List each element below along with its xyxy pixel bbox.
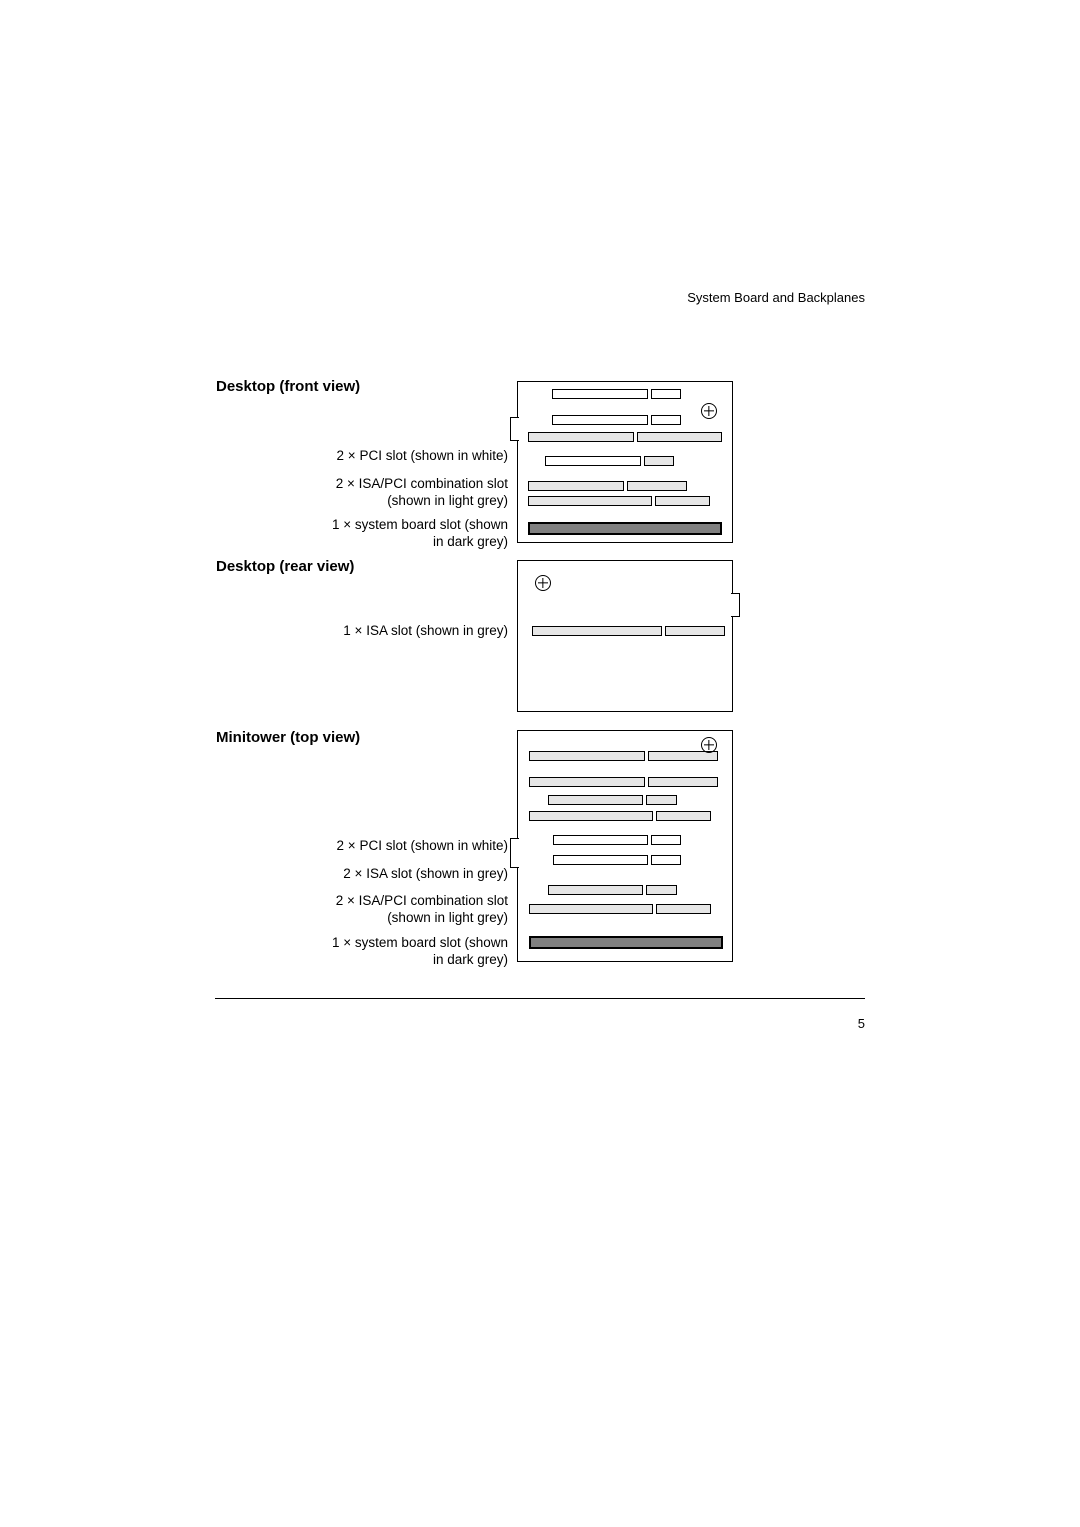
- slot-pci: [651, 389, 681, 399]
- label-minitower-pci: 2 × PCI slot (shown in white): [310, 838, 508, 855]
- screw-icon: [535, 575, 551, 591]
- slot-combo: [646, 885, 677, 895]
- footer-rule: [215, 998, 865, 999]
- slot-combo: [528, 432, 634, 442]
- diagram-notch: [731, 593, 740, 617]
- slot-isa: [529, 777, 645, 787]
- page-number: 5: [858, 1016, 865, 1031]
- slot-combo: [627, 481, 687, 491]
- label-minitower-combo-l1: 2 × ISA/PCI combination slot: [310, 893, 508, 910]
- slot-combo: [548, 885, 643, 895]
- diagram-notch: [510, 417, 519, 441]
- label-desktop-front-sys-l1: 1 × system board slot (shown: [310, 517, 508, 534]
- slot-combo: [646, 795, 677, 805]
- slot-combo: [637, 432, 722, 442]
- slot-system-board: [529, 936, 723, 949]
- section-title-minitower: Minitower (top view): [216, 729, 360, 746]
- diagram-desktop-rear: [517, 560, 733, 712]
- slot-pci: [553, 855, 648, 865]
- label-minitower-sys-l1: 1 × system board slot (shown: [310, 935, 508, 952]
- slot-pci: [651, 855, 681, 865]
- slot-combo: [656, 811, 711, 821]
- slot-combo: [655, 496, 710, 506]
- label-desktop-front-pci: 2 × PCI slot (shown in white): [310, 448, 508, 465]
- slot-pci: [651, 835, 681, 845]
- slot-isa: [532, 626, 662, 636]
- slot-pci: [552, 415, 648, 425]
- label-minitower-isa: 2 × ISA slot (shown in grey): [310, 866, 508, 883]
- slot-combo: [529, 904, 653, 914]
- diagram-notch: [510, 838, 519, 868]
- screw-icon: [701, 737, 717, 753]
- slot-combo: [528, 496, 652, 506]
- diagram-desktop-front: [517, 381, 733, 543]
- label-desktop-front-combo-l1: 2 × ISA/PCI combination slot: [310, 476, 508, 493]
- label-minitower-combo-l2: (shown in light grey): [310, 910, 508, 927]
- slot-combo: [548, 795, 643, 805]
- slot-pci: [545, 456, 641, 466]
- page: System Board and Backplanes Desktop (fro…: [0, 0, 1080, 1527]
- label-minitower-sys-l2: in dark grey): [310, 952, 508, 969]
- slot-combo: [529, 811, 653, 821]
- slot-isa: [665, 626, 725, 636]
- slot-combo: [528, 481, 624, 491]
- slot-system-board: [528, 522, 722, 535]
- slot-pci: [553, 835, 648, 845]
- slot-isa: [648, 777, 718, 787]
- label-desktop-front-combo-l2: (shown in light grey): [310, 493, 508, 510]
- slot-pci: [552, 389, 648, 399]
- screw-icon: [701, 403, 717, 419]
- slot-combo: [644, 456, 674, 466]
- label-desktop-rear-isa: 1 × ISA slot (shown in grey): [310, 623, 508, 640]
- slot-pci: [651, 415, 681, 425]
- slot-combo: [656, 904, 711, 914]
- diagram-minitower: [517, 730, 733, 962]
- section-title-desktop-rear: Desktop (rear view): [216, 558, 354, 575]
- slot-isa: [529, 751, 645, 761]
- label-desktop-front-sys-l2: in dark grey): [310, 534, 508, 551]
- section-title-desktop-front: Desktop (front view): [216, 378, 360, 395]
- header-title: System Board and Backplanes: [687, 290, 865, 305]
